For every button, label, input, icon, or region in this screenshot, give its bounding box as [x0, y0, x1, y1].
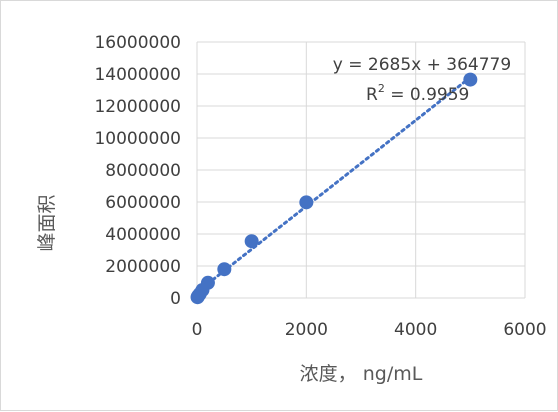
x-tick-label: 0: [192, 320, 203, 340]
y-tick-label: 4000000: [105, 225, 181, 245]
r-squared-r: R: [366, 85, 378, 105]
gridlines: [196, 41, 526, 299]
data-point: [463, 72, 478, 87]
trendline: [196, 75, 472, 294]
x-tick-label: 2000: [285, 320, 328, 340]
data-point: [217, 262, 232, 277]
y-tick-label: 10000000: [94, 129, 181, 149]
data-point: [299, 195, 314, 210]
y-axis-title: 峰面积: [36, 194, 58, 251]
trendline-equation: y = 2685x + 364779: [333, 55, 511, 75]
r-squared-value: = 0.9959: [385, 85, 470, 105]
y-tick-label: 8000000: [105, 161, 181, 181]
data-point: [200, 275, 215, 290]
y-tick-label: 0: [170, 289, 181, 309]
x-axis-title: 浓度， ng/mL: [300, 363, 423, 385]
r-squared-label: R2 = 0.9959: [366, 82, 469, 105]
y-tick-label: 2000000: [105, 257, 181, 277]
x-tick-label: 6000: [503, 320, 546, 340]
r-squared-superscript: 2: [378, 82, 385, 95]
data-points: [190, 72, 478, 305]
trendline-layer: [196, 75, 472, 294]
y-tick-label: 12000000: [94, 97, 181, 117]
y-tick-label: 6000000: [105, 193, 181, 213]
y-axis-ticks: 0 2000000 4000000 6000000 8000000 10000000 120…: [94, 33, 181, 309]
x-axis-ticks: 0 2000 4000 6000: [192, 320, 547, 340]
x-tick-label: 4000: [394, 320, 437, 340]
y-tick-label: 16000000: [94, 33, 181, 53]
data-point: [244, 234, 259, 249]
y-tick-label: 14000000: [94, 65, 181, 85]
